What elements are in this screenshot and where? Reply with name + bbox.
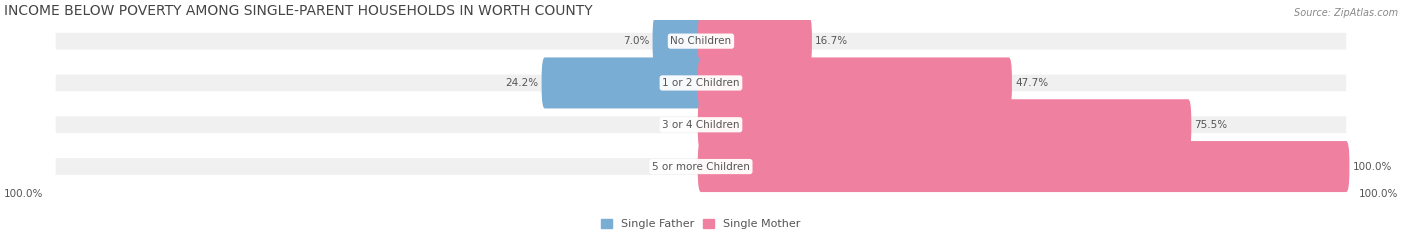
Text: 0.0%: 0.0% bbox=[668, 120, 695, 130]
Text: 3 or 4 Children: 3 or 4 Children bbox=[662, 120, 740, 130]
FancyBboxPatch shape bbox=[56, 158, 1346, 175]
Text: 16.7%: 16.7% bbox=[815, 36, 848, 46]
Text: INCOME BELOW POVERTY AMONG SINGLE-PARENT HOUSEHOLDS IN WORTH COUNTY: INCOME BELOW POVERTY AMONG SINGLE-PARENT… bbox=[4, 4, 593, 18]
FancyBboxPatch shape bbox=[56, 75, 1346, 91]
Text: 5 or more Children: 5 or more Children bbox=[652, 161, 749, 171]
Text: 24.2%: 24.2% bbox=[505, 78, 538, 88]
Text: 7.0%: 7.0% bbox=[623, 36, 650, 46]
Text: Source: ZipAtlas.com: Source: ZipAtlas.com bbox=[1294, 8, 1398, 18]
Text: 47.7%: 47.7% bbox=[1015, 78, 1049, 88]
FancyBboxPatch shape bbox=[56, 33, 1346, 49]
FancyBboxPatch shape bbox=[56, 116, 1346, 133]
Text: 100.0%: 100.0% bbox=[1353, 161, 1392, 171]
Legend: Single Father, Single Mother: Single Father, Single Mother bbox=[602, 219, 801, 229]
FancyBboxPatch shape bbox=[697, 58, 1012, 108]
Text: 1 or 2 Children: 1 or 2 Children bbox=[662, 78, 740, 88]
FancyBboxPatch shape bbox=[697, 99, 1191, 150]
Text: 75.5%: 75.5% bbox=[1195, 120, 1227, 130]
FancyBboxPatch shape bbox=[697, 16, 811, 67]
FancyBboxPatch shape bbox=[541, 58, 704, 108]
FancyBboxPatch shape bbox=[697, 141, 1350, 192]
Text: 100.0%: 100.0% bbox=[4, 189, 44, 199]
Text: No Children: No Children bbox=[671, 36, 731, 46]
Text: 100.0%: 100.0% bbox=[1358, 189, 1398, 199]
FancyBboxPatch shape bbox=[652, 16, 704, 67]
Text: 0.0%: 0.0% bbox=[668, 161, 695, 171]
